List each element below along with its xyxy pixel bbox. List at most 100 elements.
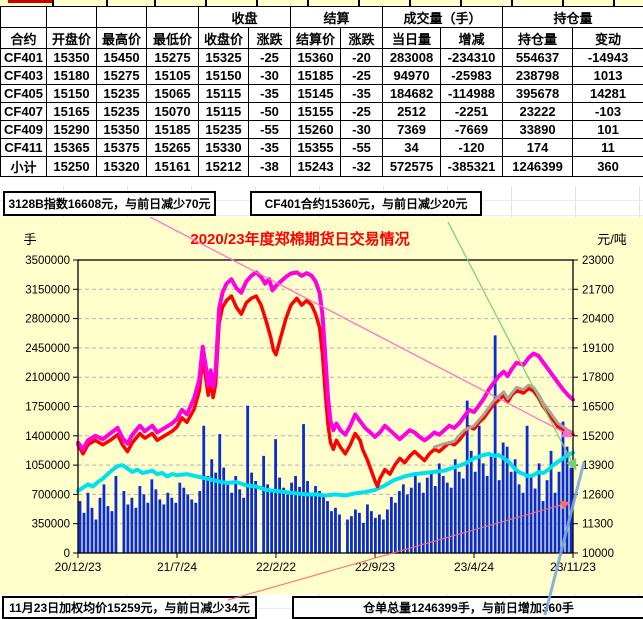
table-cell[interactable]: 15235: [97, 85, 147, 103]
table-cell[interactable]: -25: [341, 67, 383, 85]
table-cell[interactable]: 15155: [291, 103, 341, 121]
table-cell[interactable]: 15065: [147, 85, 199, 103]
table-cell[interactable]: 11: [573, 139, 643, 157]
table-cell[interactable]: 15320: [97, 157, 147, 177]
table-cell[interactable]: 15265: [147, 139, 199, 157]
column-header-8[interactable]: 当日量: [383, 28, 441, 49]
table-cell[interactable]: -25983: [441, 67, 503, 85]
table-cell[interactable]: 15330: [199, 139, 249, 157]
column-header-2[interactable]: 最高价: [97, 28, 147, 49]
table-cell[interactable]: CF411: [1, 139, 47, 157]
table-cell[interactable]: -103: [573, 103, 643, 121]
table-cell[interactable]: 15145: [291, 85, 341, 103]
column-header-6[interactable]: 结算价: [291, 28, 341, 49]
table-cell[interactable]: 184682: [383, 85, 441, 103]
header-spacer-cell[interactable]: [47, 7, 97, 28]
column-header-11[interactable]: 变动: [573, 28, 643, 49]
header-group-3[interactable]: 持仓量: [503, 7, 643, 28]
column-header-3[interactable]: 最低价: [147, 28, 199, 49]
table-cell[interactable]: -30: [249, 67, 291, 85]
table-cell[interactable]: 15115: [199, 103, 249, 121]
table-cell[interactable]: -2251: [441, 103, 503, 121]
column-header-0[interactable]: 合约: [1, 28, 47, 49]
table-cell[interactable]: -7669: [441, 121, 503, 139]
table-cell[interactable]: -55: [249, 121, 291, 139]
table-cell[interactable]: 15275: [147, 49, 199, 67]
table-cell[interactable]: -35: [249, 85, 291, 103]
table-cell[interactable]: 15070: [147, 103, 199, 121]
table-cell[interactable]: -385321: [441, 157, 503, 177]
table-cell[interactable]: 101: [573, 121, 643, 139]
table-cell[interactable]: 15350: [47, 49, 97, 67]
table-cell[interactable]: -25: [249, 49, 291, 67]
table-cell[interactable]: 15180: [47, 67, 97, 85]
table-cell[interactable]: -14943: [573, 49, 643, 67]
header-spacer-cell[interactable]: [1, 7, 47, 28]
table-cell[interactable]: CF405: [1, 85, 47, 103]
table-cell[interactable]: 15161: [147, 157, 199, 177]
table-cell[interactable]: 94970: [383, 67, 441, 85]
column-header-9[interactable]: 增减: [441, 28, 503, 49]
table-cell[interactable]: 283008: [383, 49, 441, 67]
table-cell[interactable]: -38: [249, 157, 291, 177]
table-cell[interactable]: 15355: [291, 139, 341, 157]
table-cell[interactable]: -25: [341, 103, 383, 121]
column-header-5[interactable]: 涨跌: [249, 28, 291, 49]
table-cell[interactable]: 15450: [97, 49, 147, 67]
table-cell[interactable]: 34: [383, 139, 441, 157]
table-cell[interactable]: -30: [341, 121, 383, 139]
table-cell[interactable]: CF401: [1, 49, 47, 67]
column-header-7[interactable]: 涨跌: [341, 28, 383, 49]
table-cell[interactable]: 2512: [383, 103, 441, 121]
table-cell[interactable]: 15350: [97, 121, 147, 139]
header-spacer-cell[interactable]: [97, 7, 147, 28]
table-cell[interactable]: -50: [249, 103, 291, 121]
table-cell[interactable]: 15150: [199, 67, 249, 85]
table-cell[interactable]: 15185: [147, 121, 199, 139]
table-cell[interactable]: 15325: [199, 49, 249, 67]
table-cell[interactable]: 15290: [47, 121, 97, 139]
table-cell[interactable]: 小计: [1, 157, 47, 177]
table-cell[interactable]: 554637: [503, 49, 573, 67]
table-cell[interactable]: 15212: [199, 157, 249, 177]
table-cell[interactable]: 7369: [383, 121, 441, 139]
table-cell[interactable]: 360: [573, 157, 643, 177]
table-cell[interactable]: 15360: [291, 49, 341, 67]
table-cell[interactable]: 15375: [97, 139, 147, 157]
table-cell[interactable]: 1246399: [503, 157, 573, 177]
table-cell[interactable]: 15115: [199, 85, 249, 103]
table-cell[interactable]: 15243: [291, 157, 341, 177]
table-cell[interactable]: 15275: [97, 67, 147, 85]
table-cell[interactable]: 15365: [47, 139, 97, 157]
header-spacer-cell[interactable]: [147, 7, 199, 28]
table-cell[interactable]: -32: [341, 157, 383, 177]
table-cell[interactable]: 238798: [503, 67, 573, 85]
table-cell[interactable]: 15250: [47, 157, 97, 177]
table-cell[interactable]: CF409: [1, 121, 47, 139]
table-cell[interactable]: 15235: [97, 103, 147, 121]
table-cell[interactable]: 174: [503, 139, 573, 157]
table-cell[interactable]: 1013: [573, 67, 643, 85]
column-header-1[interactable]: 开盘价: [47, 28, 97, 49]
header-group-1[interactable]: 结算: [291, 7, 383, 28]
table-cell[interactable]: 33890: [503, 121, 573, 139]
table-cell[interactable]: 15260: [291, 121, 341, 139]
header-group-0[interactable]: 收盘: [199, 7, 291, 28]
table-cell[interactable]: -120: [441, 139, 503, 157]
table-cell[interactable]: 15185: [291, 67, 341, 85]
table-cell[interactable]: 15105: [147, 67, 199, 85]
table-cell[interactable]: CF403: [1, 67, 47, 85]
header-group-2[interactable]: 成交量（手）: [383, 7, 503, 28]
table-cell[interactable]: 23222: [503, 103, 573, 121]
table-cell[interactable]: -20: [341, 49, 383, 67]
table-cell[interactable]: -35: [249, 139, 291, 157]
table-cell[interactable]: 572575: [383, 157, 441, 177]
table-cell[interactable]: 395678: [503, 85, 573, 103]
table-cell[interactable]: 15150: [47, 85, 97, 103]
table-cell[interactable]: -234310: [441, 49, 503, 67]
column-header-4[interactable]: 收盘价: [199, 28, 249, 49]
table-cell[interactable]: CF407: [1, 103, 47, 121]
table-cell[interactable]: 15165: [47, 103, 97, 121]
table-cell[interactable]: -114988: [441, 85, 503, 103]
table-cell[interactable]: 14281: [573, 85, 643, 103]
